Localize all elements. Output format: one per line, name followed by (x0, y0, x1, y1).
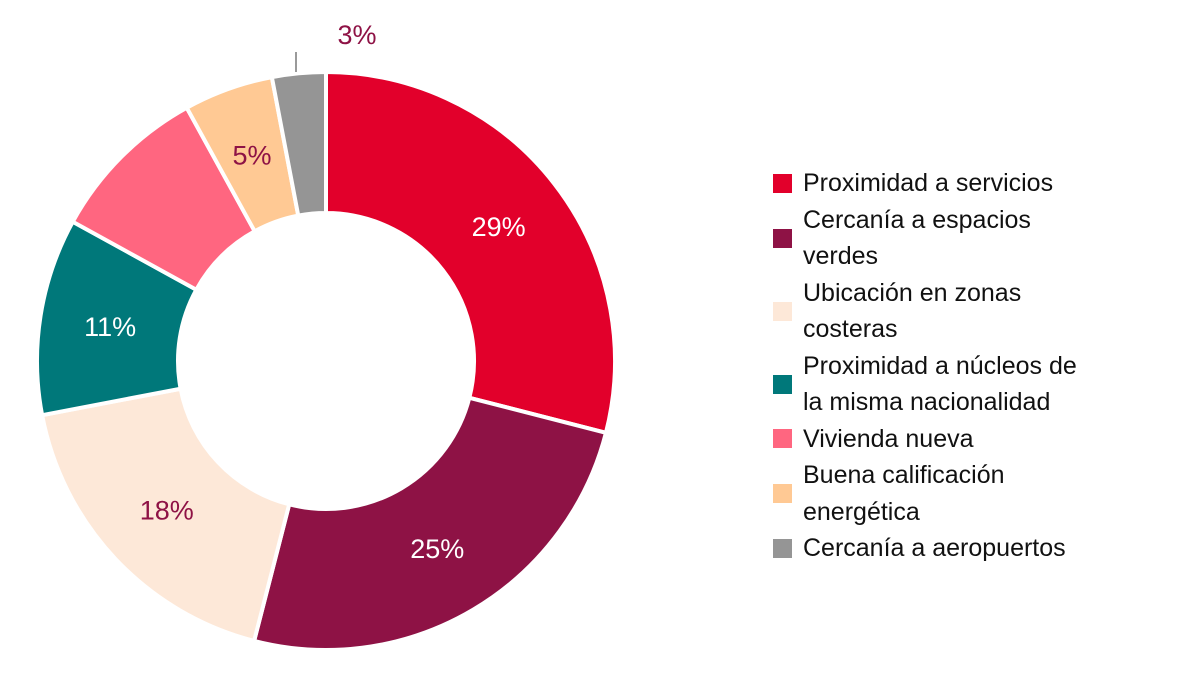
legend-label: Cercanía a aeropuertos (803, 534, 1066, 562)
legend-item: Buena calificación energética (773, 457, 1193, 530)
slice-data-label: 5% (232, 140, 271, 170)
legend-item: Proximidad a servicios (773, 165, 1193, 202)
slice-data-label: 11% (84, 312, 136, 342)
legend-item: Proximidad a núcleos de la misma nacional… (773, 348, 1193, 421)
slice-data-label: 29% (472, 212, 526, 242)
legend-label: Vivienda nueva (803, 424, 974, 453)
legend-label: Ubicación en zonas costeras (803, 278, 1022, 344)
legend-swatch (773, 173, 792, 193)
legend-item: Vivienda nueva (773, 421, 1193, 458)
legend-label: Cercanía a espacios verdes (803, 205, 1031, 271)
slice-data-label: 3% (337, 20, 376, 50)
legend-swatch (773, 429, 792, 449)
donut-slice (324, 69, 617, 436)
donut-slice (251, 395, 609, 652)
legend-swatch (773, 228, 792, 248)
legend-label: Buena calificación energética (803, 461, 1005, 526)
legend-label: Proximidad a núcleos de la misma nacional… (803, 351, 1077, 417)
donut-slice (269, 69, 328, 218)
data-labels: 29% 25% 18% 11% 5% 3% (84, 20, 526, 564)
slice-data-label: 18% (140, 496, 194, 526)
legend-item: Ubicación en zonas costeras (773, 275, 1193, 348)
legend-swatch (773, 538, 792, 558)
slice-data-label: 25% (410, 534, 464, 564)
legend-swatch (773, 301, 792, 321)
chart-legend: Proximidad a servicios Cercanía a espacio… (773, 165, 1193, 567)
legend-item: Cercanía a espacios verdes (773, 202, 1193, 275)
donut-slices (35, 69, 617, 652)
donut-slice (39, 386, 292, 644)
legend-item: Cercanía a aeropuertos (773, 530, 1193, 567)
legend-label: Proximidad a servicios (803, 169, 1054, 197)
legend-swatch (773, 484, 792, 503)
legend-swatch (773, 374, 792, 394)
